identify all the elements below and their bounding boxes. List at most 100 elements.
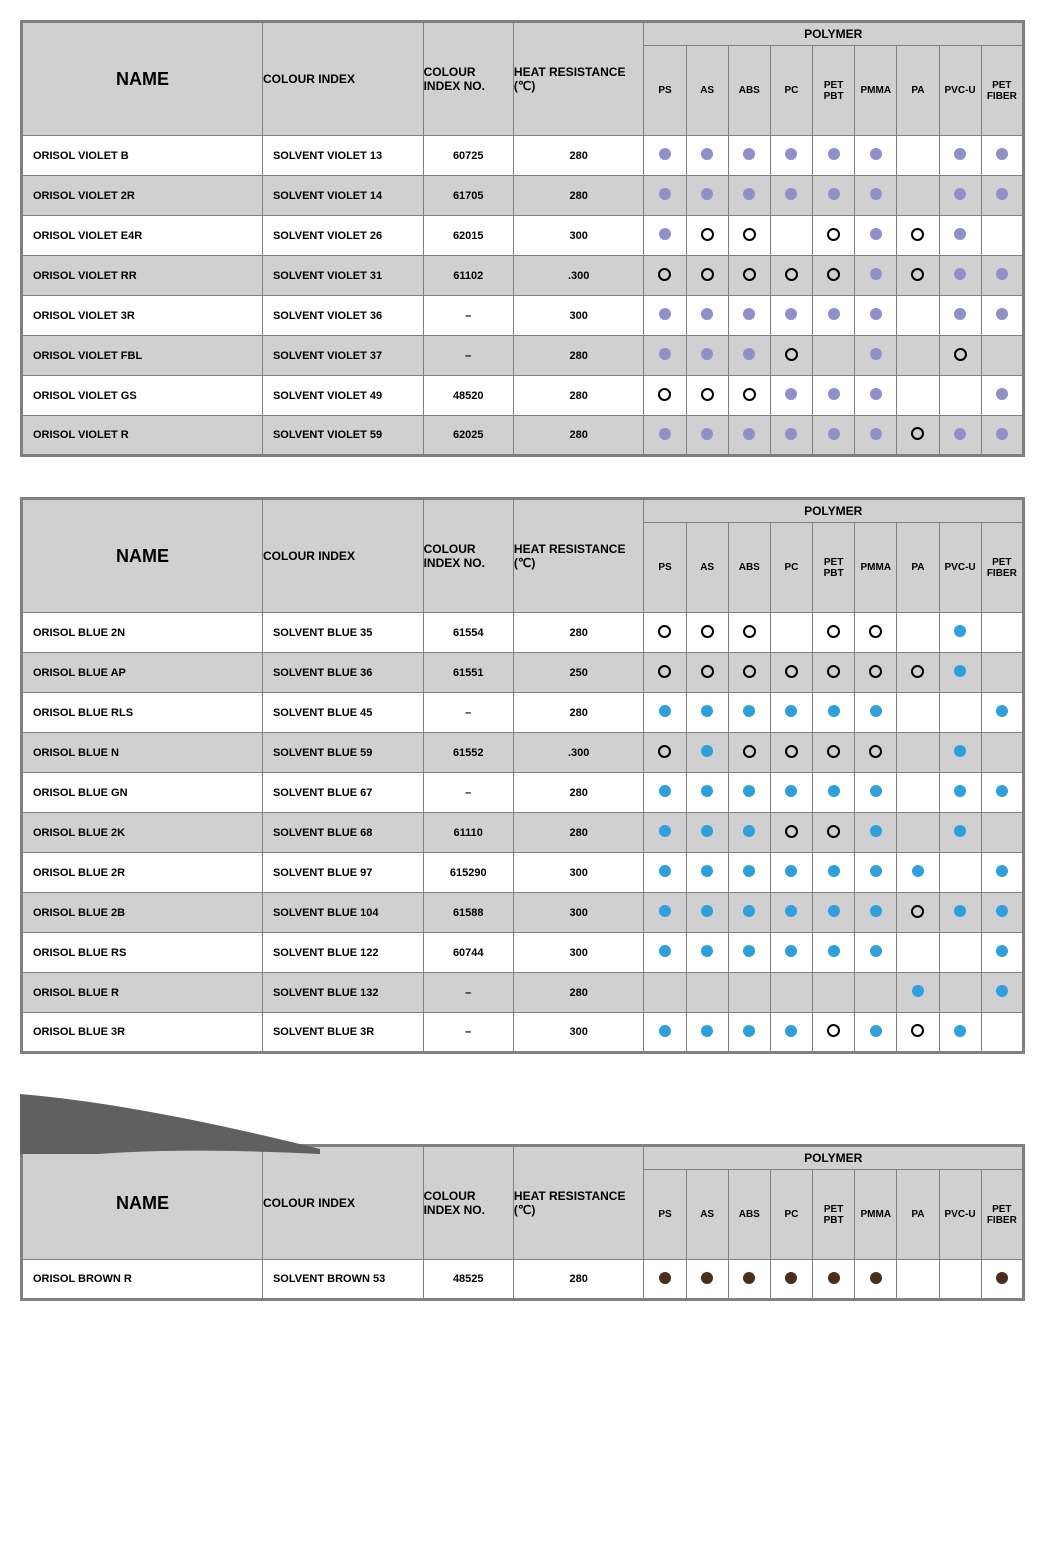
cell-heat: 250 bbox=[513, 653, 644, 693]
dot-hollow-icon bbox=[911, 268, 924, 281]
dot-filled-icon bbox=[701, 865, 713, 877]
cell-polymer bbox=[981, 176, 1023, 216]
cell-polymer bbox=[644, 773, 686, 813]
table-row: ORISOL VIOLET FBLSOLVENT VIOLET 37–280 bbox=[22, 336, 1024, 376]
dot-filled-icon bbox=[743, 308, 755, 320]
col-polymer-2: ABS bbox=[728, 523, 770, 613]
col-heat-resistance: HEAT RESISTANCE (℃) bbox=[513, 1146, 644, 1260]
cell-polymer bbox=[939, 376, 981, 416]
cell-polymer bbox=[897, 136, 939, 176]
dot-filled-icon bbox=[996, 785, 1008, 797]
cell-colour-index: SOLVENT BLUE 97 bbox=[262, 853, 423, 893]
cell-heat: 280 bbox=[513, 773, 644, 813]
cell-polymer bbox=[813, 653, 855, 693]
cell-polymer bbox=[728, 813, 770, 853]
cell-polymer bbox=[897, 693, 939, 733]
cell-polymer bbox=[644, 973, 686, 1013]
cell-polymer bbox=[981, 256, 1023, 296]
cell-polymer bbox=[728, 216, 770, 256]
cell-polymer bbox=[855, 973, 897, 1013]
cell-polymer bbox=[813, 733, 855, 773]
cell-colour-index: SOLVENT VIOLET 59 bbox=[262, 416, 423, 456]
col-heat-resistance: HEAT RESISTANCE (℃) bbox=[513, 499, 644, 613]
cell-polymer bbox=[939, 733, 981, 773]
dot-filled-icon bbox=[785, 905, 797, 917]
cell-polymer bbox=[897, 733, 939, 773]
dot-filled-icon bbox=[701, 348, 713, 360]
cell-polymer bbox=[686, 653, 728, 693]
cell-polymer bbox=[813, 773, 855, 813]
dot-filled-icon bbox=[785, 1272, 797, 1284]
cell-polymer bbox=[686, 296, 728, 336]
dot-filled-icon bbox=[701, 825, 713, 837]
cell-polymer bbox=[686, 1260, 728, 1300]
dot-filled-icon bbox=[996, 945, 1008, 957]
dot-filled-icon bbox=[743, 705, 755, 717]
table-row: ORISOL VIOLET GSSOLVENT VIOLET 494852028… bbox=[22, 376, 1024, 416]
cell-heat: 280 bbox=[513, 973, 644, 1013]
cell-polymer bbox=[981, 1013, 1023, 1053]
cell-polymer bbox=[728, 376, 770, 416]
cell-polymer bbox=[644, 1260, 686, 1300]
cell-polymer bbox=[770, 136, 812, 176]
table-row: ORISOL BLUE RSOLVENT BLUE 132–280 bbox=[22, 973, 1024, 1013]
col-polymer-4: PET PBT bbox=[813, 523, 855, 613]
col-polymer-7: PVC-U bbox=[939, 523, 981, 613]
cell-polymer bbox=[981, 773, 1023, 813]
product-table: NAMECOLOUR INDEXCOLOUR INDEX NO.HEAT RES… bbox=[20, 1144, 1025, 1301]
cell-name: ORISOL BLUE N bbox=[22, 733, 263, 773]
cell-colour-index: SOLVENT BLUE 3R bbox=[262, 1013, 423, 1053]
cell-polymer bbox=[644, 853, 686, 893]
cell-polymer bbox=[897, 416, 939, 456]
dot-filled-icon bbox=[659, 308, 671, 320]
cell-colour-index-no: 61705 bbox=[423, 176, 513, 216]
cell-name: ORISOL BLUE 2R bbox=[22, 853, 263, 893]
cell-colour-index: SOLVENT VIOLET 36 bbox=[262, 296, 423, 336]
cell-polymer bbox=[813, 893, 855, 933]
cell-polymer bbox=[813, 336, 855, 376]
cell-heat: 280 bbox=[513, 813, 644, 853]
dot-filled-icon bbox=[785, 308, 797, 320]
col-polymer-5: PMMA bbox=[855, 523, 897, 613]
table-row: ORISOL VIOLET BSOLVENT VIOLET 1360725280 bbox=[22, 136, 1024, 176]
cell-polymer bbox=[897, 973, 939, 1013]
cell-polymer bbox=[728, 653, 770, 693]
cell-colour-index: SOLVENT BLUE 35 bbox=[262, 613, 423, 653]
cell-polymer bbox=[770, 336, 812, 376]
dot-filled-icon bbox=[870, 1272, 882, 1284]
dot-hollow-icon bbox=[869, 625, 882, 638]
dot-filled-icon bbox=[870, 705, 882, 717]
dot-filled-icon bbox=[659, 348, 671, 360]
dot-hollow-icon bbox=[701, 268, 714, 281]
dot-filled-icon bbox=[743, 825, 755, 837]
dot-hollow-icon bbox=[869, 665, 882, 678]
table-row: ORISOL BLUE RLSSOLVENT BLUE 45–280 bbox=[22, 693, 1024, 733]
cell-heat: 280 bbox=[513, 376, 644, 416]
cell-polymer bbox=[686, 376, 728, 416]
col-colour-index: COLOUR INDEX bbox=[262, 1146, 423, 1260]
cell-polymer bbox=[728, 693, 770, 733]
col-polymer-3: PC bbox=[770, 523, 812, 613]
dot-hollow-icon bbox=[911, 1024, 924, 1037]
dot-hollow-icon bbox=[701, 228, 714, 241]
cell-name: ORISOL VIOLET 2R bbox=[22, 176, 263, 216]
dot-filled-icon bbox=[954, 825, 966, 837]
cell-polymer bbox=[686, 773, 728, 813]
cell-polymer bbox=[813, 416, 855, 456]
dot-hollow-icon bbox=[827, 268, 840, 281]
cell-polymer bbox=[939, 176, 981, 216]
cell-polymer bbox=[981, 216, 1023, 256]
cell-colour-index-no: 48525 bbox=[423, 1260, 513, 1300]
dot-filled-icon bbox=[701, 428, 713, 440]
dot-filled-icon bbox=[659, 865, 671, 877]
dot-filled-icon bbox=[785, 945, 797, 957]
cell-heat: 300 bbox=[513, 853, 644, 893]
dot-hollow-icon bbox=[743, 388, 756, 401]
dot-filled-icon bbox=[701, 188, 713, 200]
col-polymer-0: PS bbox=[644, 1170, 686, 1260]
cell-name: ORISOL VIOLET B bbox=[22, 136, 263, 176]
dot-hollow-icon bbox=[827, 665, 840, 678]
col-colour-index-no: COLOUR INDEX NO. bbox=[423, 1146, 513, 1260]
cell-colour-index: SOLVENT BLUE 68 bbox=[262, 813, 423, 853]
dot-filled-icon bbox=[828, 905, 840, 917]
